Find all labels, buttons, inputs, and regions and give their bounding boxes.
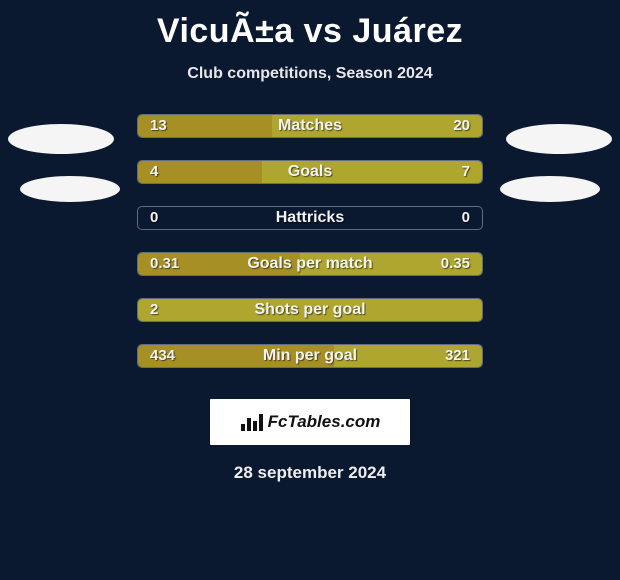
subtitle: Club competitions, Season 2024 [0,65,620,83]
stat-row: 2Shots per goal [0,295,620,341]
date-label: 28 september 2024 [0,463,620,483]
stat-row: 1320Matches [0,111,620,157]
stat-label: Goals [137,160,483,184]
stat-row: 434321Min per goal [0,341,620,387]
page-title: VicuÃ±a vs Juárez [0,12,620,51]
comparison-card: VicuÃ±a vs Juárez Club competitions, Sea… [0,0,620,580]
fctables-logo[interactable]: FcTables.com [210,399,410,445]
stat-rows: 1320Matches47Goals00Hattricks0.310.35Goa… [0,111,620,387]
stat-row: 47Goals [0,157,620,203]
bars-icon [240,412,264,432]
stat-row: 0.310.35Goals per match [0,249,620,295]
stat-row: 00Hattricks [0,203,620,249]
stat-label: Goals per match [137,252,483,276]
stat-label: Matches [137,114,483,138]
stat-label: Min per goal [137,344,483,368]
stat-label: Hattricks [137,206,483,230]
logo-text: FcTables.com [268,412,381,432]
stat-label: Shots per goal [137,298,483,322]
